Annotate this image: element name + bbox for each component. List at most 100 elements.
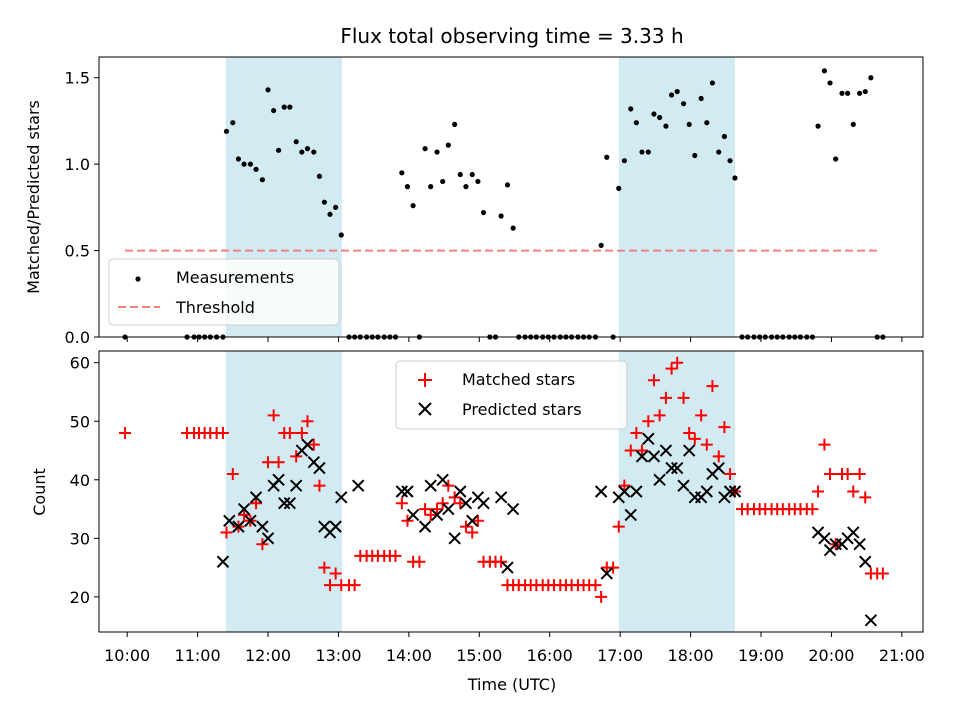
- measurement-point: [333, 204, 339, 210]
- x-tick-label: 14:00: [386, 646, 432, 665]
- measurement-point: [480, 209, 487, 216]
- predicted-point: [289, 479, 303, 492]
- measurement-point: [850, 121, 856, 128]
- measurement-point: [253, 166, 259, 172]
- predicted-point: [301, 438, 314, 451]
- measurement-point: [721, 133, 727, 140]
- matched-point: [262, 456, 275, 469]
- x-tick-label: 17:00: [597, 646, 643, 665]
- x-tick-label: 21:00: [879, 646, 925, 665]
- matched-point: [295, 426, 308, 439]
- matched-point: [712, 450, 725, 463]
- matched-point: [671, 356, 684, 369]
- predicted-point: [594, 485, 608, 498]
- predicted-point: [313, 461, 326, 475]
- matched-point: [329, 567, 342, 580]
- measurement-point: [845, 90, 851, 96]
- predicted-point: [630, 485, 643, 498]
- x-tick-label: 12:00: [245, 646, 291, 665]
- y-tick-label: 1.0: [65, 155, 90, 174]
- matched-point: [859, 491, 872, 504]
- bottom-legend: Matched stars Predicted stars: [395, 360, 628, 430]
- measurement-point: [633, 120, 639, 126]
- measurement-point: [223, 128, 230, 134]
- bottom-shaded-regions: [225, 351, 735, 632]
- matched-point: [448, 491, 461, 504]
- predicted-point: [272, 473, 285, 486]
- top-y-axis-label: Matched/Predicted stars: [24, 100, 43, 294]
- count-panel: 20 30 40 50 60 10:00 11:00 12:00 13:00 14:00 15:0…: [30, 350, 925, 694]
- predicted-point: [642, 432, 655, 446]
- measurement-point: [463, 184, 469, 190]
- predicted-point: [459, 497, 473, 510]
- matched-point: [389, 549, 402, 562]
- measurement-point: [674, 88, 680, 95]
- matched-point: [612, 520, 625, 533]
- matched-point: [395, 497, 408, 510]
- predicted-point: [256, 520, 269, 533]
- matched-point: [442, 479, 455, 492]
- x-tick-label: 10:00: [104, 646, 150, 665]
- predicted-point: [600, 567, 613, 580]
- predicted-point: [283, 497, 297, 510]
- measurement-point: [827, 80, 833, 86]
- matched-point: [700, 438, 713, 451]
- predicted-point: [401, 485, 414, 498]
- matched-point: [647, 374, 660, 387]
- matched-point: [642, 415, 655, 428]
- matched-point: [841, 467, 854, 480]
- measurement-point: [821, 68, 828, 74]
- predicted-point: [261, 532, 275, 545]
- x-tick-label: 15:00: [456, 646, 502, 665]
- shaded-region-1: [618, 351, 735, 632]
- ratio-panel: 0.0 0.5 1.0 1.5 Flux total observing time =…: [24, 24, 924, 347]
- predicted-point: [223, 514, 236, 527]
- y-tick-label: 50: [70, 412, 90, 431]
- measurement-point: [404, 184, 411, 190]
- measurement-point: [504, 182, 511, 188]
- x-tick-label: 16:00: [527, 646, 573, 665]
- predicted-point: [618, 485, 631, 498]
- measurement-point: [616, 185, 622, 191]
- bottom-y-ticks: 20 30 40 50 60: [70, 354, 99, 607]
- chart-title: Flux total observing time = 3.33 h: [340, 24, 683, 48]
- predicted-point: [659, 444, 673, 457]
- predicted-point: [677, 479, 690, 492]
- predicted-point: [624, 508, 637, 522]
- matched-point: [718, 421, 731, 434]
- measurement-point: [422, 146, 428, 152]
- matched-point: [459, 520, 472, 533]
- measurement-point: [440, 178, 446, 185]
- matched-point: [290, 450, 303, 463]
- matched-point: [216, 426, 229, 439]
- predicted-point: [351, 479, 365, 492]
- matched-point: [119, 426, 132, 439]
- bottom-axes-frame: [98, 350, 924, 633]
- x-tick-label: 13:00: [315, 646, 361, 665]
- measurement-point: [399, 170, 405, 176]
- predicted-point: [442, 502, 455, 516]
- measurement-point: [445, 142, 451, 148]
- predicted-point: [712, 461, 725, 475]
- top-legend-box: [108, 258, 340, 326]
- predicted-point: [335, 491, 348, 504]
- matched-point: [436, 497, 449, 510]
- measurement-point: [657, 114, 663, 121]
- matched-point: [607, 561, 620, 574]
- matched-point: [589, 579, 602, 592]
- matched-point: [695, 409, 708, 422]
- measurement-point: [498, 213, 504, 219]
- matched-point: [847, 485, 860, 498]
- measurement-point: [469, 171, 475, 178]
- matched-point: [454, 497, 467, 510]
- predicted-point: [278, 497, 291, 510]
- matched-point: [595, 590, 608, 603]
- measurement-point: [698, 95, 704, 102]
- predicted-point: [818, 532, 831, 545]
- predicted-point: [494, 491, 508, 504]
- matched-point: [424, 508, 437, 521]
- measurement-point: [428, 184, 434, 190]
- measurement-point: [663, 123, 669, 129]
- predicted-point: [700, 485, 713, 498]
